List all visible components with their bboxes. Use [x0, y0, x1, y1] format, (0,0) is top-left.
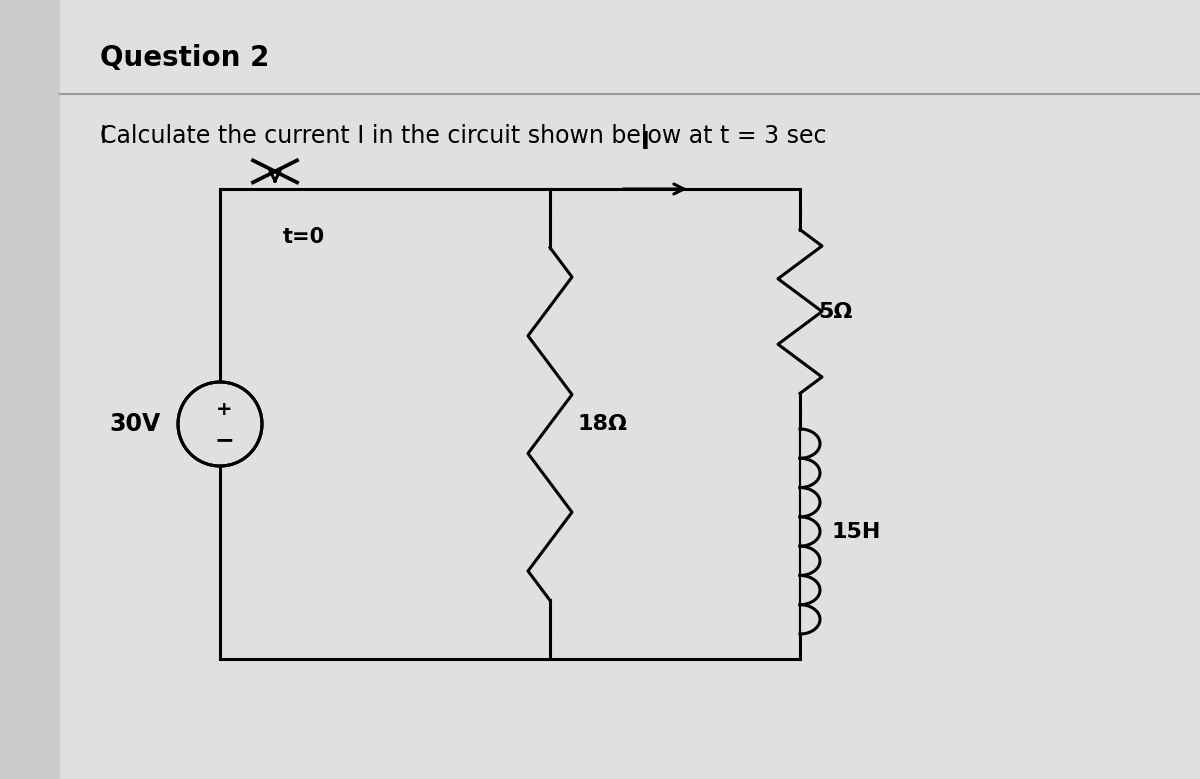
FancyBboxPatch shape [60, 0, 1200, 779]
Text: 18Ω: 18Ω [578, 414, 628, 434]
Text: Calculate the current I in the circuit shown below at t = 3 sec: Calculate the current I in the circuit s… [100, 124, 827, 148]
Text: I: I [100, 124, 107, 148]
Text: t=0: t=0 [283, 227, 325, 247]
Text: Question 2: Question 2 [100, 44, 269, 72]
Text: −: − [214, 428, 234, 452]
Text: +: + [216, 400, 233, 420]
Text: 15H: 15H [832, 521, 881, 541]
Text: 30V: 30V [109, 412, 161, 436]
Circle shape [178, 382, 262, 466]
Text: 5Ω: 5Ω [818, 301, 852, 322]
Text: I: I [641, 130, 649, 154]
